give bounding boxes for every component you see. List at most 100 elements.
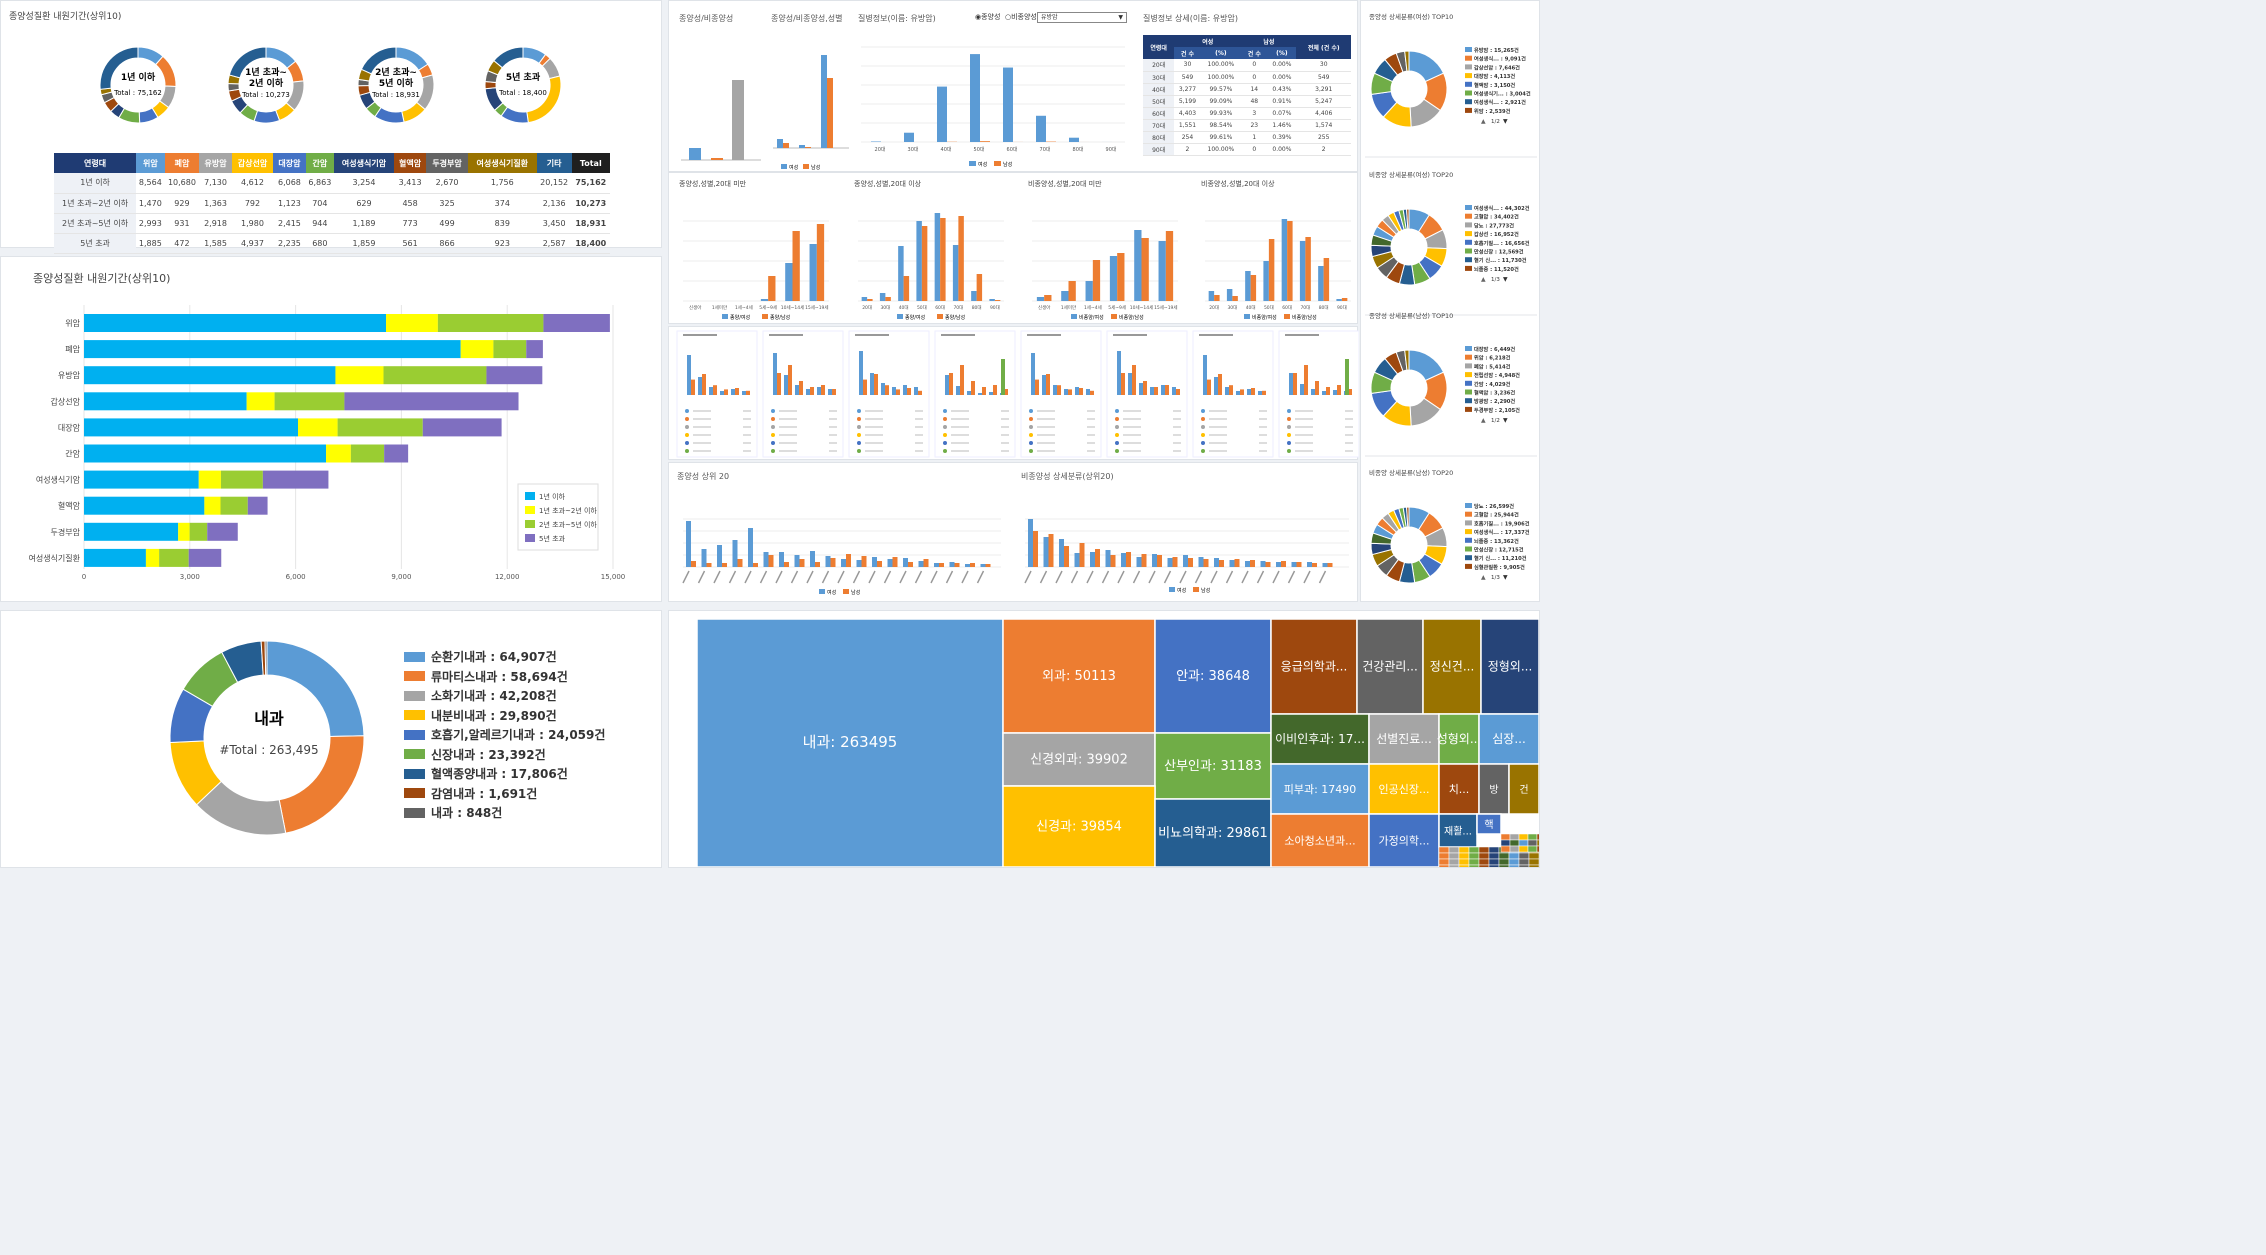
table-header: 여성생식기질환 (467, 153, 537, 173)
bar (785, 263, 793, 301)
legend-swatch (1465, 265, 1472, 271)
legend-swatch (1465, 354, 1472, 360)
mini-legend-dot (857, 441, 861, 445)
table-cell: 3,450 (536, 213, 572, 234)
legend-swatch (404, 788, 425, 799)
table-cell: 0.07% (1267, 107, 1297, 120)
bar (1323, 258, 1330, 301)
right-column: 종양성 상세분류(여성) TOP10 유방암 : 15,265건 여성생식... :… (1360, 0, 1540, 602)
bar (971, 381, 975, 395)
bar (792, 231, 800, 301)
mini-legend-dot (1201, 441, 1205, 445)
x-tick-label: 90대 (1337, 304, 1347, 311)
table-row: 1년 이하 8,564 10,680 7,130 4,612 6,068 6,863 3,25… (54, 173, 610, 194)
table-cell: 0.00% (1267, 143, 1297, 156)
bar-segment (84, 444, 327, 463)
table-cell: 1,885 (136, 233, 165, 254)
bar (1079, 388, 1083, 395)
bar (1234, 559, 1240, 567)
legend-swatch (969, 161, 976, 166)
legend-swatch (1465, 520, 1472, 526)
x-tick-label-mark (1055, 570, 1063, 584)
x-tick-label: 12,000 (495, 573, 520, 581)
legend-swatch (1465, 231, 1472, 237)
legend-label: 뇌졸중 : 11,520건 (1474, 265, 1519, 273)
bar-segment (145, 548, 160, 567)
legend-swatch (1465, 406, 1472, 412)
table-cell: 5,247 (1296, 95, 1351, 108)
table-cell: 30대 (1143, 71, 1175, 84)
legend-label: 종양/여성 (905, 314, 925, 321)
bar (892, 387, 896, 395)
treemap-cell (1528, 858, 1539, 866)
bar-segment (84, 496, 205, 515)
bar (742, 391, 746, 395)
table-cell: 4,406 (1296, 107, 1351, 120)
table-cell: 23 (1241, 119, 1268, 132)
bar (1345, 359, 1349, 395)
legend-swatch (525, 520, 535, 528)
bar (799, 381, 803, 395)
x-tick-label-mark (1148, 570, 1156, 584)
x-tick-label-mark (1272, 570, 1280, 584)
table-cell: 255 (1296, 131, 1351, 144)
legend-label: 여성생식... : 2,921건 (1474, 98, 1526, 106)
bar (985, 564, 991, 567)
legend-swatch (1465, 503, 1472, 508)
table-cell: 75,162 (571, 173, 610, 194)
mini-legend-dot (685, 409, 689, 413)
table-cell: 2 (1296, 143, 1351, 156)
mini-legend-dot (943, 425, 947, 429)
bar (856, 560, 862, 567)
x-tick-label-mark (945, 570, 954, 584)
bar-segment (189, 522, 208, 541)
bar (1260, 561, 1266, 567)
top20-charts: 여성 남성 여성 남성 (682, 518, 1349, 596)
tumor-radio[interactable]: ◉종양성 (975, 13, 1001, 21)
bar (1281, 561, 1286, 567)
pager-prev-icon: ▲ (1481, 276, 1486, 283)
mini-legend-dot (1287, 425, 1291, 429)
table-header: 기타 (536, 153, 572, 173)
table-cell: 374 (467, 193, 537, 214)
legend-item: 내분비내과 : 29,890건 (404, 706, 605, 726)
treemap-cell (1536, 845, 1539, 853)
x-tick-label: 70대 (953, 304, 963, 311)
bar (1085, 281, 1093, 301)
table-cell: 0 (1241, 143, 1268, 156)
bar (1198, 557, 1204, 567)
table-cell: 남성 (1241, 35, 1297, 47)
bar (760, 299, 769, 301)
table-header: 간암 (305, 153, 335, 173)
bar (1035, 379, 1039, 395)
bar (1043, 537, 1049, 567)
disease-detail-table: 연령대 여성 남성 전체 (건 수) 건 수 (%) 건 수 (%) 20대 30 100.00% 0… (1143, 35, 1351, 156)
treemap-cell (1528, 852, 1539, 860)
bar (1141, 238, 1149, 301)
treemap-label: 소아청소년과... (1284, 835, 1355, 848)
small-charts-panel (668, 326, 1359, 460)
x-tick-label: 20대 (862, 304, 872, 311)
bar (830, 558, 836, 567)
table-row: 1년 초과~2년 이하 1,470 929 1,363 792 1,123 704 629 45… (54, 193, 610, 214)
radio-label-tumor: 종양성 (981, 13, 1001, 21)
bar (1150, 387, 1154, 395)
legend-label: 남성 (1003, 161, 1012, 168)
mini-legend-dot (771, 449, 775, 453)
nontumor-radio[interactable]: ○비종양성 (1005, 13, 1037, 21)
table-cell: 3 (1241, 107, 1268, 120)
legend-item: 호흡기,알레르기내과 : 24,059건 (404, 725, 605, 745)
bar (989, 392, 993, 395)
treemap-cell (1527, 839, 1538, 847)
treemap-cell (1498, 852, 1510, 860)
table-cell: 4,937 (231, 233, 274, 254)
x-tick-label: 0 (82, 573, 86, 581)
legend-label: 비종양/남성 (1119, 314, 1144, 321)
bar (799, 145, 805, 148)
x-tick-label: 40대 (941, 146, 952, 153)
bar (1068, 281, 1076, 301)
disease-select[interactable]: 유방암 ▼ (1037, 12, 1127, 23)
table-row: 80대 254 99.61% 1 0.39% 255 (1143, 131, 1351, 144)
x-tick-label-mark (1163, 570, 1172, 584)
